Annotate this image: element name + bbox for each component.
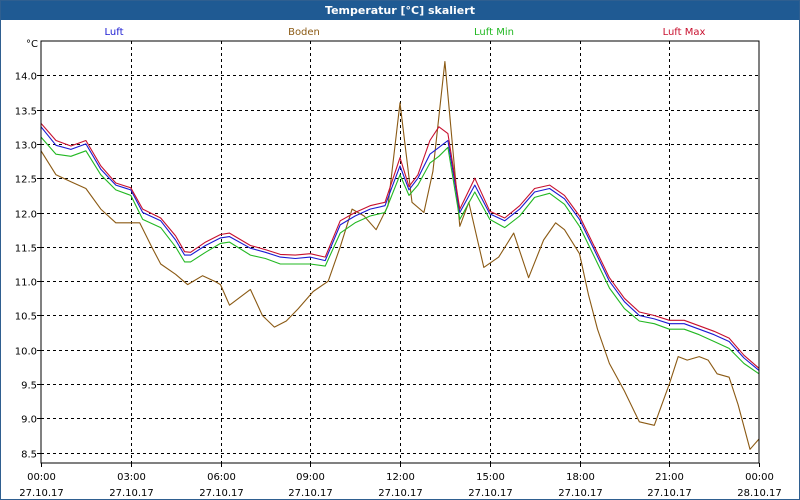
y-tick-label: 8.5: [21, 450, 37, 461]
x-tick-date: 27.10.17: [288, 488, 333, 499]
series-line-luft-max: [40, 122, 760, 369]
x-tick-time: 00:00: [745, 472, 774, 483]
legend-luft-max: Luft Max: [663, 27, 706, 38]
y-tick-label: 9.5: [21, 381, 37, 392]
x-tick-time: 03:00: [117, 472, 146, 483]
legend: Luft Boden Luft Min Luft Max: [105, 27, 706, 38]
grid: [41, 41, 759, 463]
y-tick-label: 11.0: [15, 278, 37, 289]
legend-boden: Boden: [288, 27, 320, 38]
x-tick-date: 27.10.17: [468, 488, 513, 499]
y-tick-label: 13.5: [15, 107, 37, 118]
y-tick-label: 11.5: [15, 244, 37, 255]
x-tick-date: 27.10.17: [378, 488, 423, 499]
x-tick-date: 28.10.17: [737, 488, 782, 499]
temperature-chart: 8.5 9.0 9.5 10.0 10.5 11.0 11.5 12.0 12.5 13.0 13.…: [15, 27, 782, 500]
x-tick-time: 18:00: [566, 472, 595, 483]
y-tick-label: 12.5: [15, 175, 37, 186]
series-lines: [40, 61, 760, 450]
y-tick-label: 13.0: [15, 141, 37, 152]
x-tick-time: 15:00: [476, 472, 505, 483]
x-tick-date: 27.10.17: [109, 488, 154, 499]
legend-luft: Luft: [105, 27, 124, 38]
series-line-luft-min: [40, 136, 760, 375]
x-tick-time: 06:00: [207, 472, 236, 483]
x-tick-time: 21:00: [655, 472, 684, 483]
window-title: Temperatur [°C] skaliert: [1, 1, 799, 20]
series-line-luft: [40, 126, 760, 371]
y-tick-label: 12.0: [15, 210, 37, 221]
x-tick-time: 00:00: [27, 472, 56, 483]
x-tick-time: 12:00: [386, 472, 415, 483]
x-tick-date: 27.10.17: [558, 488, 603, 499]
y-tick-label: 10.5: [15, 312, 37, 323]
y-axis-label: °C: [26, 39, 38, 50]
legend-luft-min: Luft Min: [474, 27, 514, 38]
y-tick-label: 14.0: [15, 72, 37, 83]
y-tick-label: 9.0: [21, 415, 37, 426]
axis-ticks: 8.5 9.0 9.5 10.0 10.5 11.0 11.5 12.0 12.5 13.0 13.…: [15, 72, 782, 500]
y-tick-label: 10.0: [15, 347, 37, 358]
x-tick-date: 27.10.17: [199, 488, 244, 499]
x-tick-date: 27.10.17: [647, 488, 692, 499]
series-line-boden: [40, 61, 760, 450]
x-tick-date: 27.10.17: [19, 488, 64, 499]
x-tick-time: 09:00: [296, 472, 325, 483]
